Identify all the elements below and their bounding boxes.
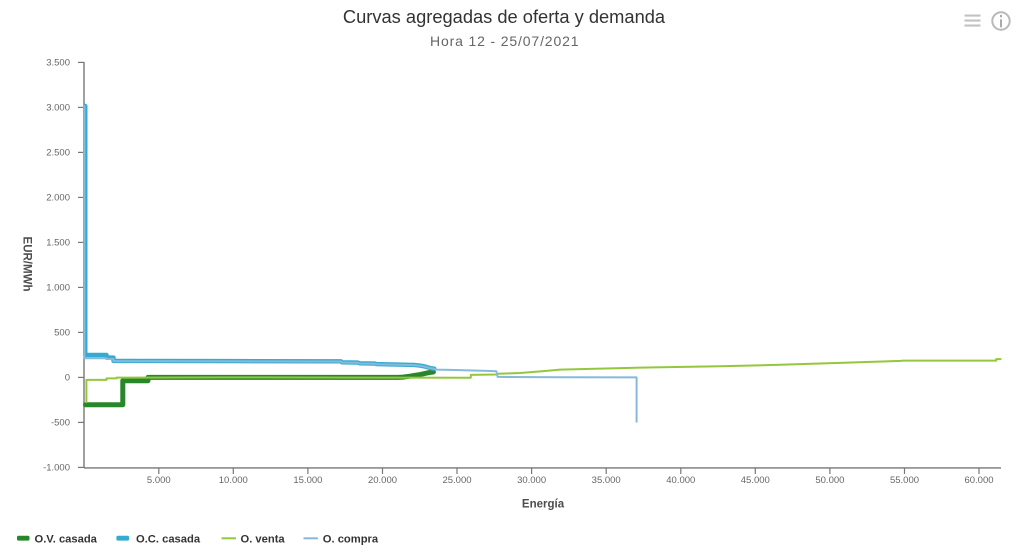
svg-text:25.000: 25.000 xyxy=(442,475,471,486)
svg-text:EUR/MWh: EUR/MWh xyxy=(21,237,33,292)
svg-text:500: 500 xyxy=(54,328,70,339)
svg-text:3.500: 3.500 xyxy=(46,58,70,69)
svg-text:1.500: 1.500 xyxy=(46,238,70,249)
svg-text:Energía: Energía xyxy=(522,499,565,511)
svg-text:15.000: 15.000 xyxy=(293,475,322,486)
svg-text:55.000: 55.000 xyxy=(890,475,919,486)
svg-text:-500: -500 xyxy=(51,418,70,429)
svg-text:45.000: 45.000 xyxy=(741,475,770,486)
svg-text:30.000: 30.000 xyxy=(517,475,546,486)
svg-text:20.000: 20.000 xyxy=(368,475,397,486)
svg-text:O.V. casada: O.V. casada xyxy=(35,534,98,546)
svg-text:60.000: 60.000 xyxy=(964,475,993,486)
svg-text:O. compra: O. compra xyxy=(323,534,379,546)
svg-text:5.000: 5.000 xyxy=(147,475,171,486)
svg-text:3.000: 3.000 xyxy=(46,103,70,114)
svg-text:40.000: 40.000 xyxy=(666,475,695,486)
svg-text:-1.000: -1.000 xyxy=(43,463,70,474)
svg-text:50.000: 50.000 xyxy=(815,475,844,486)
svg-text:2.000: 2.000 xyxy=(46,193,70,204)
svg-text:O.C. casada: O.C. casada xyxy=(136,534,201,546)
svg-text:10.000: 10.000 xyxy=(219,475,248,486)
svg-text:Curvas agregadas de oferta y d: Curvas agregadas de oferta y demanda xyxy=(343,6,666,27)
svg-text:1.000: 1.000 xyxy=(46,283,70,294)
svg-text:O. venta: O. venta xyxy=(241,534,286,546)
svg-text:Hora 12 - 25/07/2021: Hora 12 - 25/07/2021 xyxy=(430,33,579,49)
svg-text:35.000: 35.000 xyxy=(592,475,621,486)
svg-text:2.500: 2.500 xyxy=(46,148,70,159)
svg-text:0: 0 xyxy=(65,373,70,384)
